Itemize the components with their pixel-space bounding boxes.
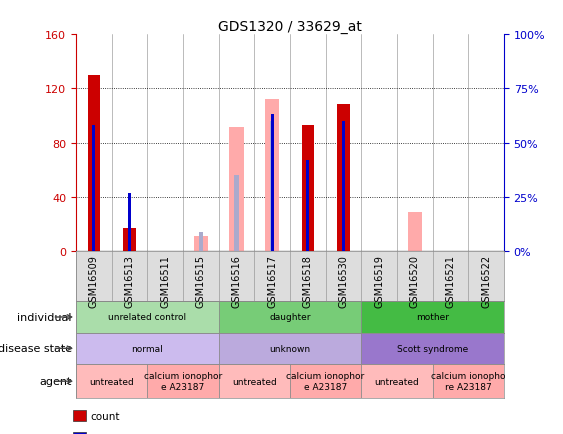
Bar [361, 333, 504, 364]
Bar [306, 161, 309, 252]
Text: untreated: untreated [232, 377, 276, 386]
Text: percentile rank within the sample: percentile rank within the sample [90, 433, 266, 434]
Bar [218, 364, 290, 398]
Text: GSM16516: GSM16516 [231, 254, 242, 307]
Bar [361, 364, 432, 398]
Bar [194, 237, 208, 252]
Bar [88, 76, 100, 252]
Bar [302, 125, 314, 252]
Text: untreated: untreated [90, 377, 134, 386]
Bar [123, 229, 136, 252]
Bar [270, 122, 274, 252]
Text: daughter: daughter [269, 313, 311, 322]
Text: GSM16530: GSM16530 [338, 254, 348, 307]
Text: GSM16513: GSM16513 [124, 254, 135, 307]
Text: GSM16521: GSM16521 [445, 254, 455, 307]
Text: disease state: disease state [0, 344, 72, 353]
Bar [92, 126, 95, 252]
Bar [265, 100, 279, 252]
Bar [342, 122, 345, 252]
Text: Scott syndrome: Scott syndrome [397, 344, 468, 353]
Text: calcium ionophor
e A23187: calcium ionophor e A23187 [287, 372, 365, 391]
Bar [218, 333, 361, 364]
Text: GSM16517: GSM16517 [267, 254, 277, 307]
Bar [76, 333, 218, 364]
Text: GSM16509: GSM16509 [89, 254, 99, 307]
Bar [432, 364, 504, 398]
Text: GSM16522: GSM16522 [481, 254, 491, 307]
Title: GDS1320 / 33629_at: GDS1320 / 33629_at [218, 20, 362, 34]
Text: calcium ionophor
e A23187: calcium ionophor e A23187 [144, 372, 222, 391]
Text: count: count [90, 411, 119, 421]
Text: normal: normal [131, 344, 163, 353]
Bar [271, 115, 274, 252]
Bar [76, 302, 218, 333]
Text: mother: mother [416, 313, 449, 322]
Text: GSM16511: GSM16511 [160, 254, 170, 307]
Bar [337, 105, 350, 252]
Bar [234, 176, 239, 252]
Text: calcium ionopho
re A23187: calcium ionopho re A23187 [431, 372, 506, 391]
Text: GSM16519: GSM16519 [374, 254, 384, 307]
Bar [408, 213, 422, 252]
Text: untreated: untreated [374, 377, 419, 386]
Text: GSM16518: GSM16518 [303, 254, 313, 307]
Text: agent: agent [39, 376, 72, 386]
Bar [199, 232, 203, 252]
Text: GSM16515: GSM16515 [196, 254, 206, 307]
Bar [229, 128, 244, 252]
Bar [148, 364, 218, 398]
Text: GSM16520: GSM16520 [410, 254, 420, 307]
Text: unknown: unknown [269, 344, 311, 353]
Text: individual: individual [17, 312, 72, 322]
Bar [76, 364, 148, 398]
Bar [128, 193, 131, 252]
Bar [218, 302, 361, 333]
Bar [290, 364, 361, 398]
Text: unrelated control: unrelated control [108, 313, 186, 322]
Bar [361, 302, 504, 333]
